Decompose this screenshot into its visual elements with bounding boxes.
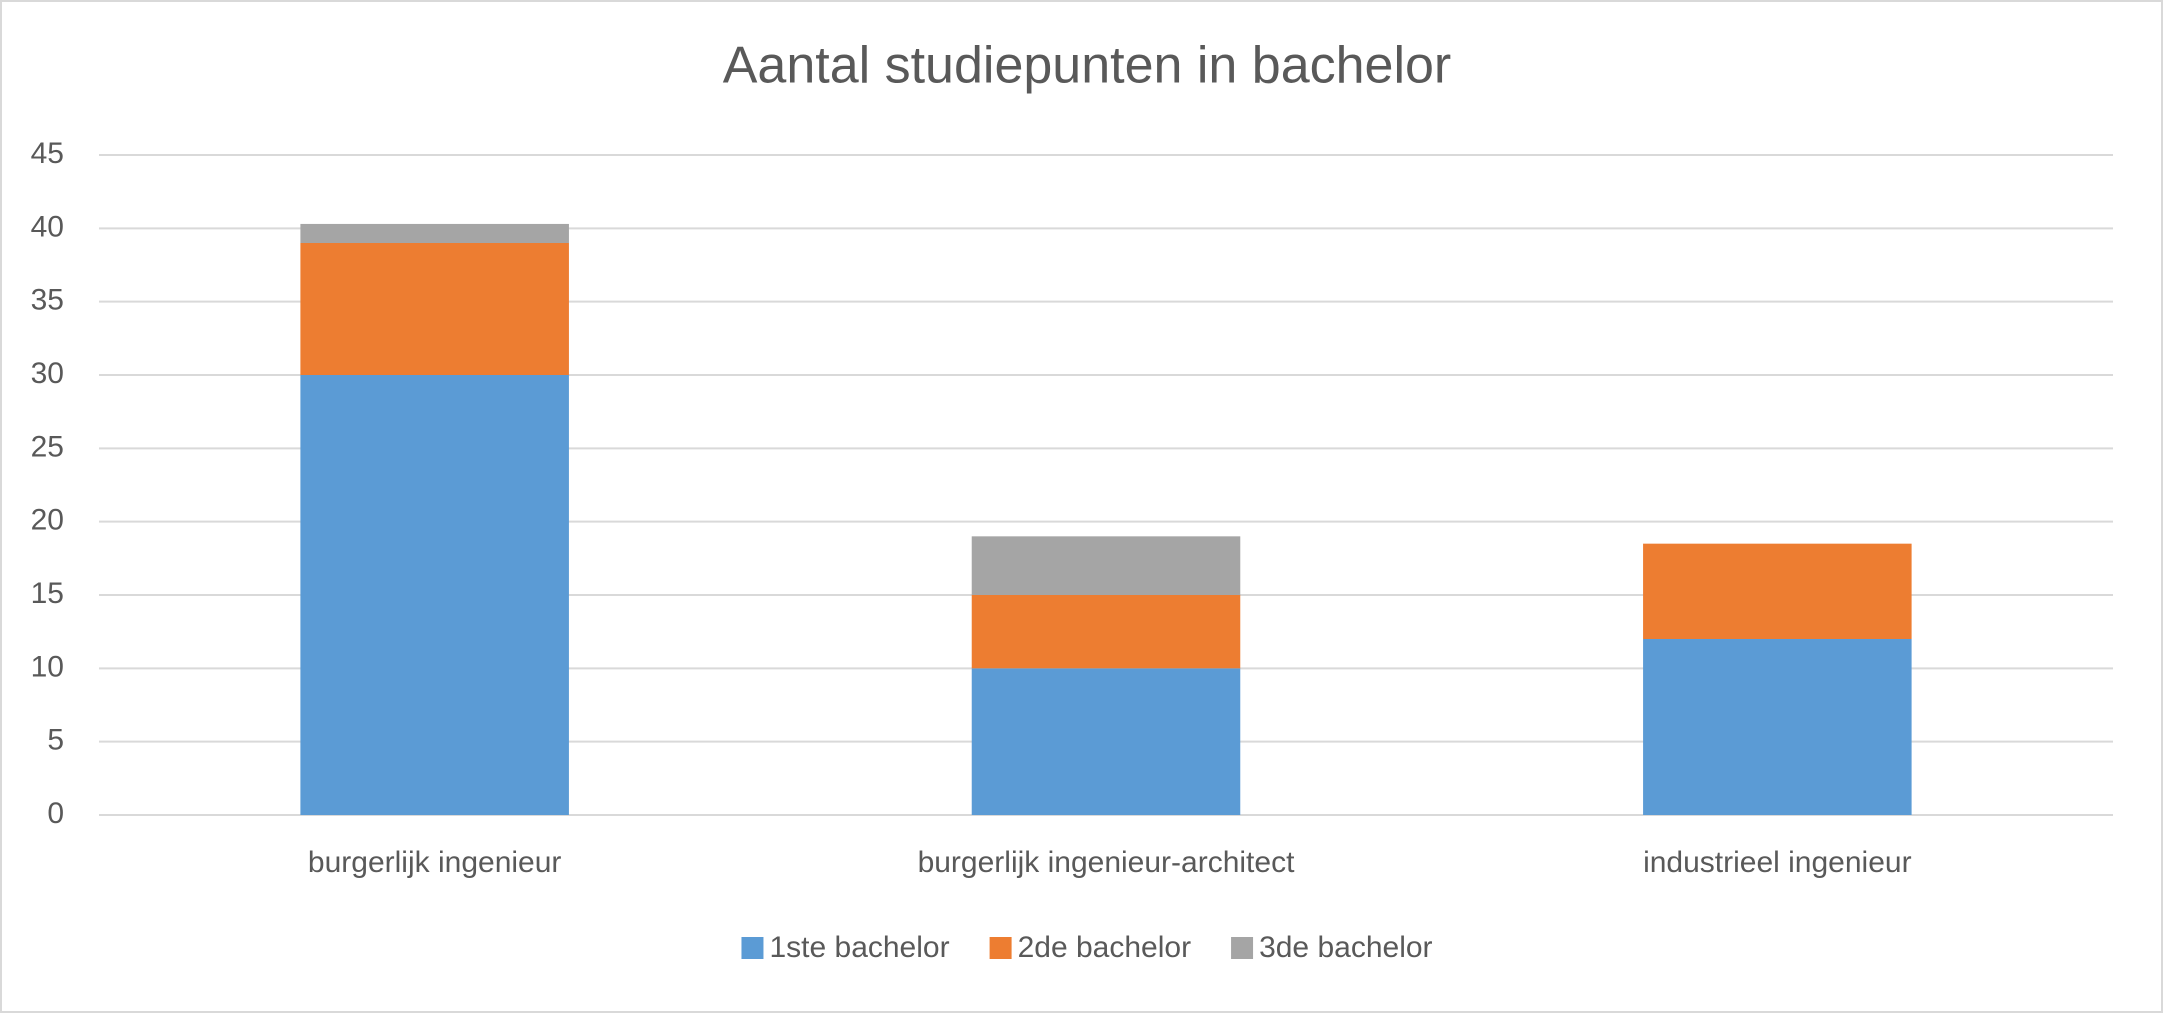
legend-label: 3de bachelor — [1259, 931, 1432, 964]
bar-segment — [971, 668, 1241, 815]
y-tick-label: 25 — [31, 430, 64, 463]
y-tick-label: 20 — [31, 504, 64, 537]
bar-segment — [1643, 639, 1912, 815]
x-tick-label: burgerlijk ingenieur-architect — [918, 846, 1296, 879]
x-tick-label: burgerlijk ingenieur — [308, 846, 561, 879]
legend-swatch — [741, 937, 764, 959]
legend-swatch — [989, 937, 1012, 959]
y-tick-label: 5 — [47, 724, 64, 757]
bar-segment — [300, 223, 569, 243]
y-tick-label: 35 — [31, 284, 64, 317]
chart-title: Aantal studiepunten in bachelor — [723, 37, 1452, 95]
y-tick-label: 15 — [31, 577, 64, 610]
y-tick-label: 10 — [31, 650, 64, 683]
x-tick-label: industrieel ingenieur — [1643, 846, 1912, 879]
legend-label: 1ste bachelor — [769, 931, 949, 964]
y-tick-label: 30 — [31, 357, 64, 390]
bar-segment — [1643, 543, 1912, 639]
bar-segment — [971, 595, 1241, 669]
y-tick-label: 45 — [31, 137, 64, 170]
bar-segment — [300, 243, 569, 375]
legend-label: 2de bachelor — [1018, 931, 1191, 964]
y-tick-label: 0 — [47, 797, 64, 830]
bar-segment — [971, 536, 1241, 595]
y-tick-label: 40 — [31, 210, 64, 243]
bar-segment — [300, 375, 569, 815]
legend-swatch — [1231, 937, 1254, 959]
